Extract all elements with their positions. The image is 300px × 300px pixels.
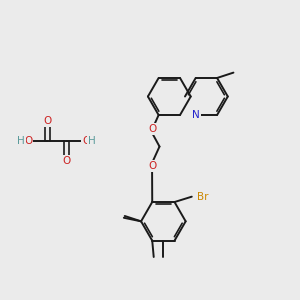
Text: Br: Br <box>196 192 208 202</box>
Text: N: N <box>192 110 200 120</box>
Text: H: H <box>17 136 25 146</box>
Text: O: O <box>24 136 32 146</box>
Text: O: O <box>148 161 156 172</box>
Text: O: O <box>148 124 156 134</box>
Text: H: H <box>88 136 96 146</box>
Text: O: O <box>43 116 52 126</box>
Text: O: O <box>82 136 90 146</box>
Text: O: O <box>63 156 71 166</box>
